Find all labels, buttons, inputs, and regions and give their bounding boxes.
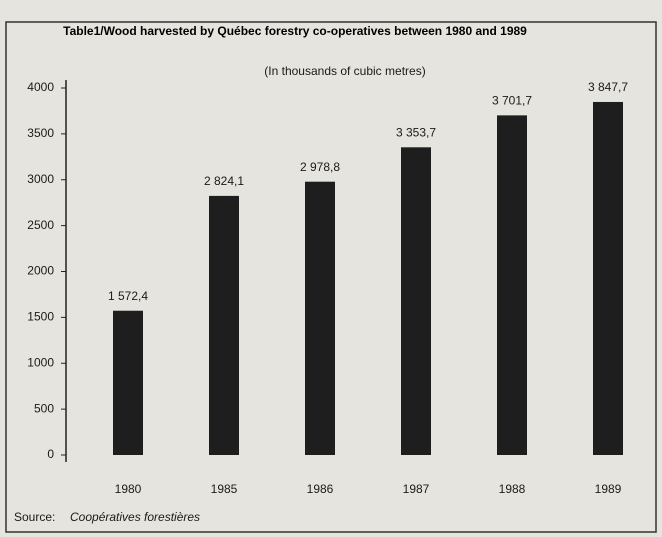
y-tick-label: 500 — [34, 401, 54, 415]
x-tick-label: 1989 — [595, 482, 622, 496]
bar — [113, 310, 143, 455]
bar — [497, 115, 527, 456]
source-label: Source: — [14, 510, 55, 524]
chart-subtitle: (In thousands of cubic metres) — [264, 64, 425, 78]
value-label: 3 847,7 — [588, 80, 628, 94]
y-tick-label: 4000 — [27, 80, 54, 94]
frame — [5, 21, 657, 533]
value-label: 2 978,8 — [300, 160, 340, 174]
value-label: 3 353,7 — [396, 125, 436, 139]
value-label: 3 701,7 — [492, 94, 532, 108]
bar — [209, 195, 239, 455]
bar — [401, 147, 431, 455]
source: Coopératives forestières — [70, 510, 200, 524]
value-label: 1 572,4 — [108, 289, 148, 303]
x-tick-label: 1980 — [115, 482, 142, 496]
y-tick-label: 3500 — [27, 126, 54, 140]
bar — [305, 181, 335, 455]
bar — [593, 101, 623, 456]
y-tick-label: 2500 — [27, 218, 54, 232]
y-tick-label: 0 — [47, 447, 54, 461]
x-tick-label: 1988 — [499, 482, 526, 496]
x-tick-label: 1985 — [211, 482, 238, 496]
y-tick-label: 1500 — [27, 310, 54, 324]
y-tick-label: 3000 — [27, 172, 54, 186]
y-tick-label: 1000 — [27, 355, 54, 369]
title-box: Table1/Wood harvested by Québec forestry… — [63, 24, 527, 38]
chart-title: Table1/Wood harvested by Québec forestry… — [63, 24, 527, 38]
x-tick-label: 1986 — [307, 482, 334, 496]
y-tick-label: 2000 — [27, 264, 54, 278]
value-label: 2 824,1 — [204, 174, 244, 188]
x-tick-label: 1987 — [403, 482, 430, 496]
